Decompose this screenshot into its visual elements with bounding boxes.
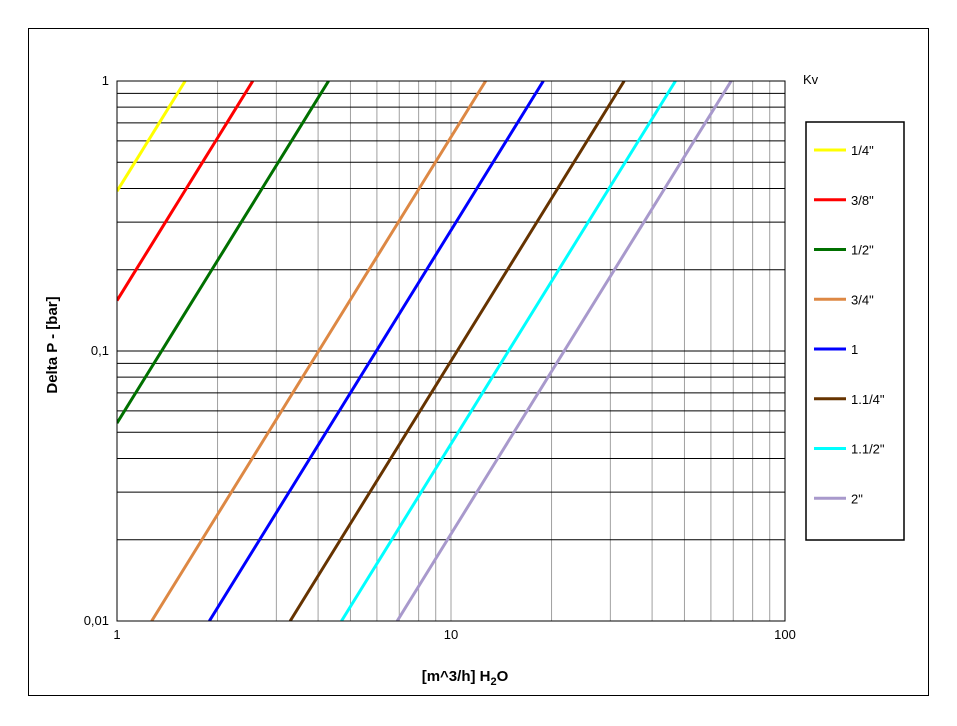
y-tick-label: 0,01 [84,613,109,628]
series-line-4 [150,81,487,621]
x-axis-label-subscript: 2 [490,676,496,688]
legend-label-3: 1/2" [851,243,874,258]
legend-label-6: 1.1/4" [851,392,885,407]
y-axis-label: Delta P - [bar] [44,296,61,393]
series-line-2 [117,81,255,302]
legend-label-8: 2" [851,491,863,506]
x-tick-label: 1 [113,627,120,642]
legend-title: Kv [803,72,819,87]
plot-border [116,80,786,622]
tick-labels: 1 10 100 0,01 0,1 1 [84,73,796,642]
legend-label-5: 1 [851,342,858,357]
series-lines [117,81,733,621]
chart-canvas: 1 10 100 0,01 0,1 1 Delta P - [bar] [m^3/h] H… [44,72,905,688]
x-axis-label-main: [m^3/h] H [422,668,491,685]
series-line-5 [208,81,545,621]
legend-box [805,121,905,541]
x-tick-label: 10 [444,627,458,642]
x-axis-label: [m^3/h] H2O [422,668,509,688]
legend-label-2: 3/8" [851,193,874,208]
legend: 1/4" 3/8" 1/2" 3/4" 1 1.1/4" 1.1/2" 2" [805,121,905,541]
series-line-1 [117,81,187,193]
x-tick-label: 100 [774,627,796,642]
series-line-3 [117,81,330,424]
x-axis-label-tail: O [497,668,509,685]
chart-grid [117,80,785,621]
series-line-6 [288,81,626,621]
y-tick-label: 1 [102,73,109,88]
chart-frame: 1 10 100 0,01 0,1 1 Delta P - [bar] [m^3/h] H… [28,28,929,696]
legend-label-4: 3/4" [851,292,874,307]
legend-label-7: 1.1/2" [851,442,885,457]
series-line-8 [395,81,733,621]
y-tick-label: 0,1 [91,343,109,358]
legend-label-1: 1/4" [851,143,874,158]
series-line-7 [340,81,677,621]
